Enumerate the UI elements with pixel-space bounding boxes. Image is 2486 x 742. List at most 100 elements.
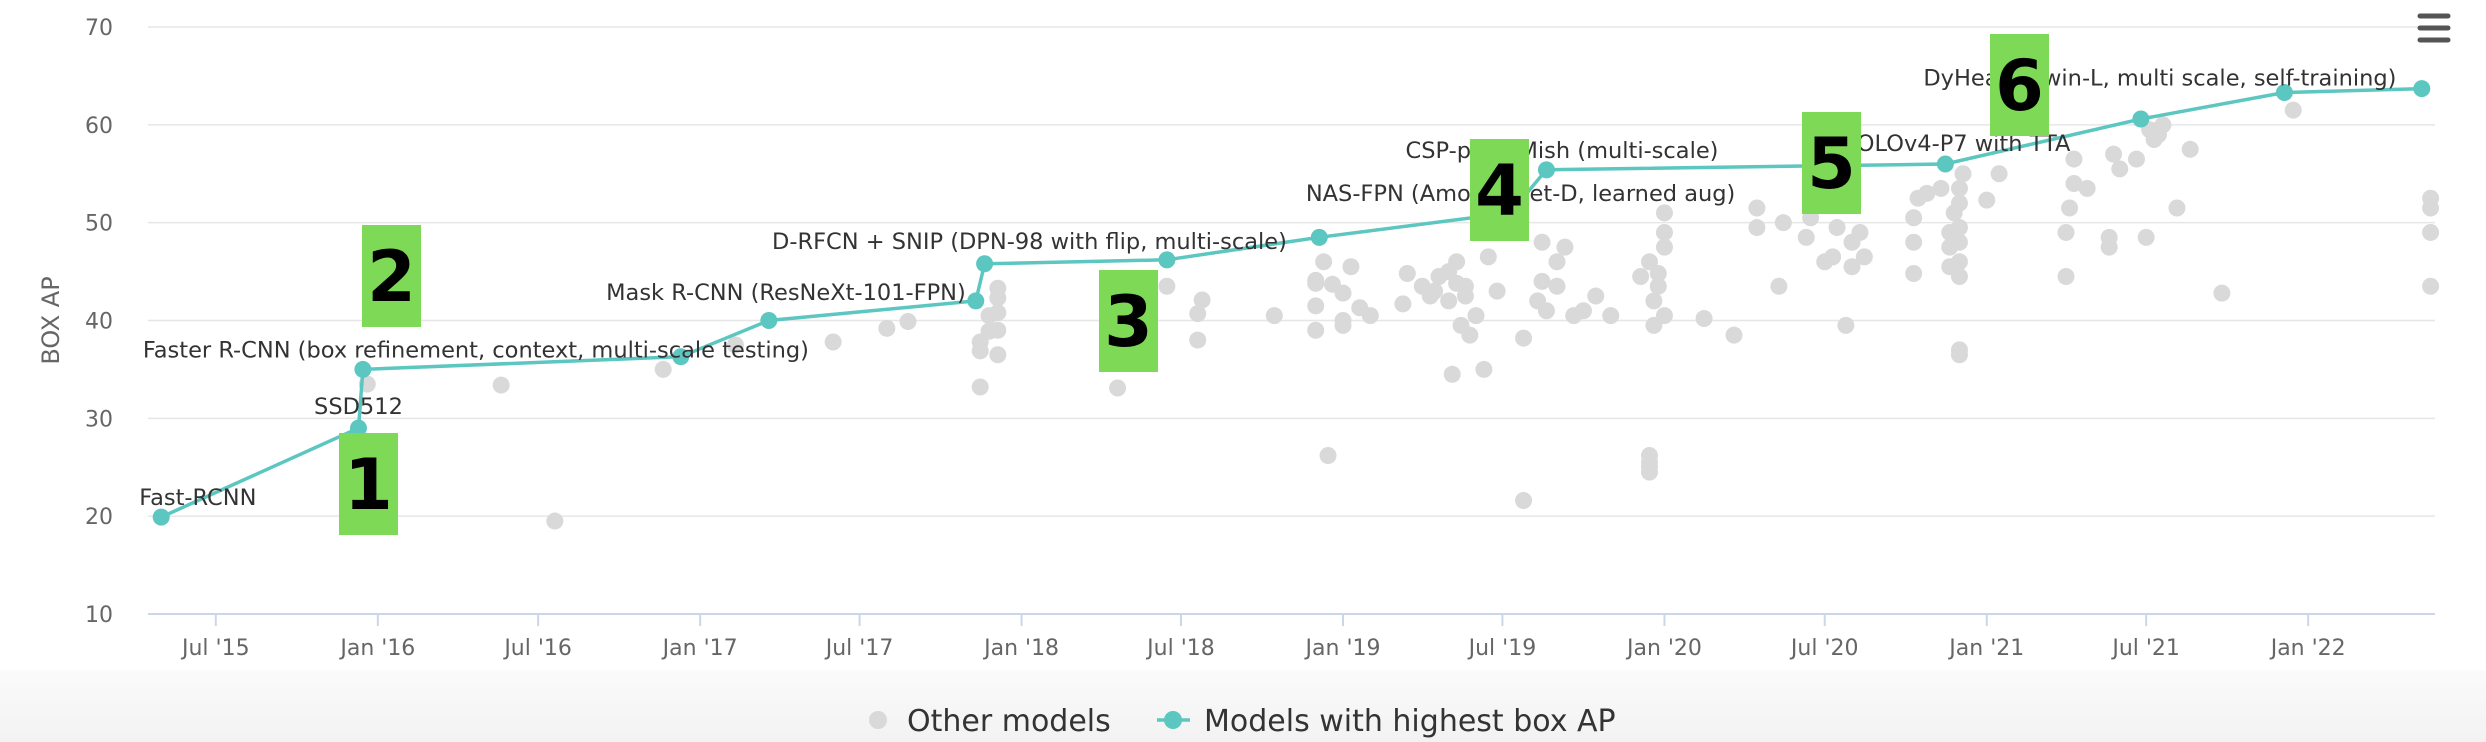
other-model-point[interactable] [1748, 199, 1766, 217]
other-model-point[interactable] [1574, 302, 1592, 320]
other-model-point[interactable] [1440, 292, 1458, 310]
other-model-point[interactable] [2137, 228, 2155, 246]
other-model-point[interactable] [2057, 223, 2075, 241]
other-model-point[interactable] [1488, 282, 1506, 300]
other-model-point[interactable] [1307, 321, 1325, 339]
other-model-point[interactable] [1319, 447, 1337, 465]
other-model-point[interactable] [971, 378, 989, 396]
other-model-point[interactable] [1548, 277, 1566, 295]
other-model-point[interactable] [1533, 272, 1551, 290]
legend-item-best-models[interactable]: Models with highest box AP [1157, 704, 1616, 739]
other-model-point[interactable] [2105, 145, 2123, 163]
other-model-point[interactable] [2422, 277, 2440, 295]
other-model-point[interactable] [1342, 258, 1360, 276]
other-model-point[interactable] [1189, 305, 1207, 323]
other-model-point[interactable] [1158, 277, 1176, 295]
other-model-point[interactable] [1109, 379, 1127, 397]
other-model-point[interactable] [2168, 199, 2186, 217]
best-model-point[interactable] [1537, 161, 1555, 179]
legend[interactable]: Other models Models with highest box AP [869, 704, 1616, 739]
other-model-point[interactable] [1479, 248, 1497, 266]
other-model-point[interactable] [1695, 310, 1713, 328]
other-model-point[interactable] [1950, 219, 1968, 237]
other-model-point[interactable] [2061, 199, 2079, 217]
other-model-point[interactable] [1950, 194, 1968, 212]
other-model-point[interactable] [989, 304, 1007, 322]
other-model-point[interactable] [1361, 307, 1379, 325]
other-model-point[interactable] [1950, 253, 1968, 271]
other-model-point[interactable] [1467, 307, 1485, 325]
other-model-point[interactable] [1515, 329, 1533, 347]
other-model-point[interactable] [1837, 316, 1855, 334]
other-model-point[interactable] [1748, 219, 1766, 237]
other-model-point[interactable] [2078, 179, 2096, 197]
other-model-point[interactable] [2181, 140, 2199, 158]
other-model-point[interactable] [1334, 284, 1352, 302]
other-model-point[interactable] [1456, 277, 1474, 295]
other-model-point[interactable] [1640, 447, 1658, 465]
other-model-point[interactable] [1655, 204, 1673, 222]
best-model-point[interactable] [967, 292, 985, 310]
other-model-point[interactable] [1649, 277, 1667, 295]
other-model-point[interactable] [1602, 307, 1620, 325]
other-model-point[interactable] [1448, 253, 1466, 271]
other-model-point[interactable] [1950, 341, 1968, 359]
other-model-point[interactable] [1334, 312, 1352, 329]
best-model-point[interactable] [2132, 110, 2150, 128]
other-model-point[interactable] [2065, 175, 2083, 193]
other-model-point[interactable] [1655, 307, 1673, 325]
other-model-point[interactable] [1855, 248, 1873, 266]
other-model-point[interactable] [1533, 233, 1551, 251]
other-model-point[interactable] [878, 319, 896, 337]
chart-menu-icon[interactable] [2417, 13, 2451, 43]
best-model-point[interactable] [672, 348, 690, 366]
other-model-point[interactable] [1632, 267, 1650, 285]
other-model-point[interactable] [1475, 360, 1493, 378]
other-model-point[interactable] [1515, 492, 1533, 510]
other-model-point[interactable] [1824, 248, 1842, 266]
other-model-point[interactable] [1426, 282, 1444, 300]
other-model-point[interactable] [1655, 223, 1673, 241]
other-model-point[interactable] [2100, 228, 2118, 246]
other-model-point[interactable] [1655, 238, 1673, 256]
other-model-point[interactable] [1950, 233, 1968, 251]
legend-item-other-models[interactable]: Other models [869, 704, 1111, 739]
other-model-point[interactable] [1770, 277, 1788, 295]
other-model-point[interactable] [726, 336, 744, 354]
other-model-point[interactable] [1645, 292, 1663, 310]
other-model-point[interactable] [1954, 165, 1972, 183]
other-model-point[interactable] [989, 321, 1007, 339]
best-model-point[interactable] [152, 508, 170, 526]
other-model-point[interactable] [546, 512, 564, 530]
other-model-point[interactable] [1307, 271, 1325, 289]
other-model-point[interactable] [492, 376, 510, 394]
other-model-point[interactable] [899, 312, 917, 330]
other-model-point[interactable] [1950, 179, 1968, 197]
other-model-point[interactable] [1265, 307, 1283, 325]
other-model-point[interactable] [2127, 150, 2145, 168]
other-model-point[interactable] [1193, 291, 1211, 309]
other-model-point[interactable] [1828, 219, 1846, 237]
other-model-point[interactable] [1843, 258, 1861, 276]
other-model-point[interactable] [1189, 331, 1207, 349]
other-model-point[interactable] [1307, 297, 1325, 315]
other-model-point[interactable] [1394, 295, 1412, 313]
other-model-point[interactable] [1537, 302, 1555, 320]
best-model-point[interactable] [1310, 228, 1328, 246]
other-model-point[interactable] [989, 279, 1007, 297]
other-model-point[interactable] [1905, 209, 1923, 227]
other-model-point[interactable] [2057, 267, 2075, 285]
best-model-point[interactable] [976, 255, 994, 273]
other-model-point[interactable] [654, 360, 672, 378]
other-model-point[interactable] [1905, 233, 1923, 251]
best-model-point[interactable] [354, 360, 372, 378]
other-model-point[interactable] [2111, 160, 2129, 178]
other-model-point[interactable] [1315, 253, 1333, 271]
other-model-point[interactable] [2065, 150, 2083, 168]
other-model-point[interactable] [1556, 238, 1574, 256]
other-model-point[interactable] [1461, 326, 1479, 344]
other-model-point[interactable] [1905, 265, 1923, 283]
other-model-point[interactable] [1548, 253, 1566, 271]
other-model-point[interactable] [1587, 287, 1605, 305]
other-model-point[interactable] [2422, 223, 2440, 241]
